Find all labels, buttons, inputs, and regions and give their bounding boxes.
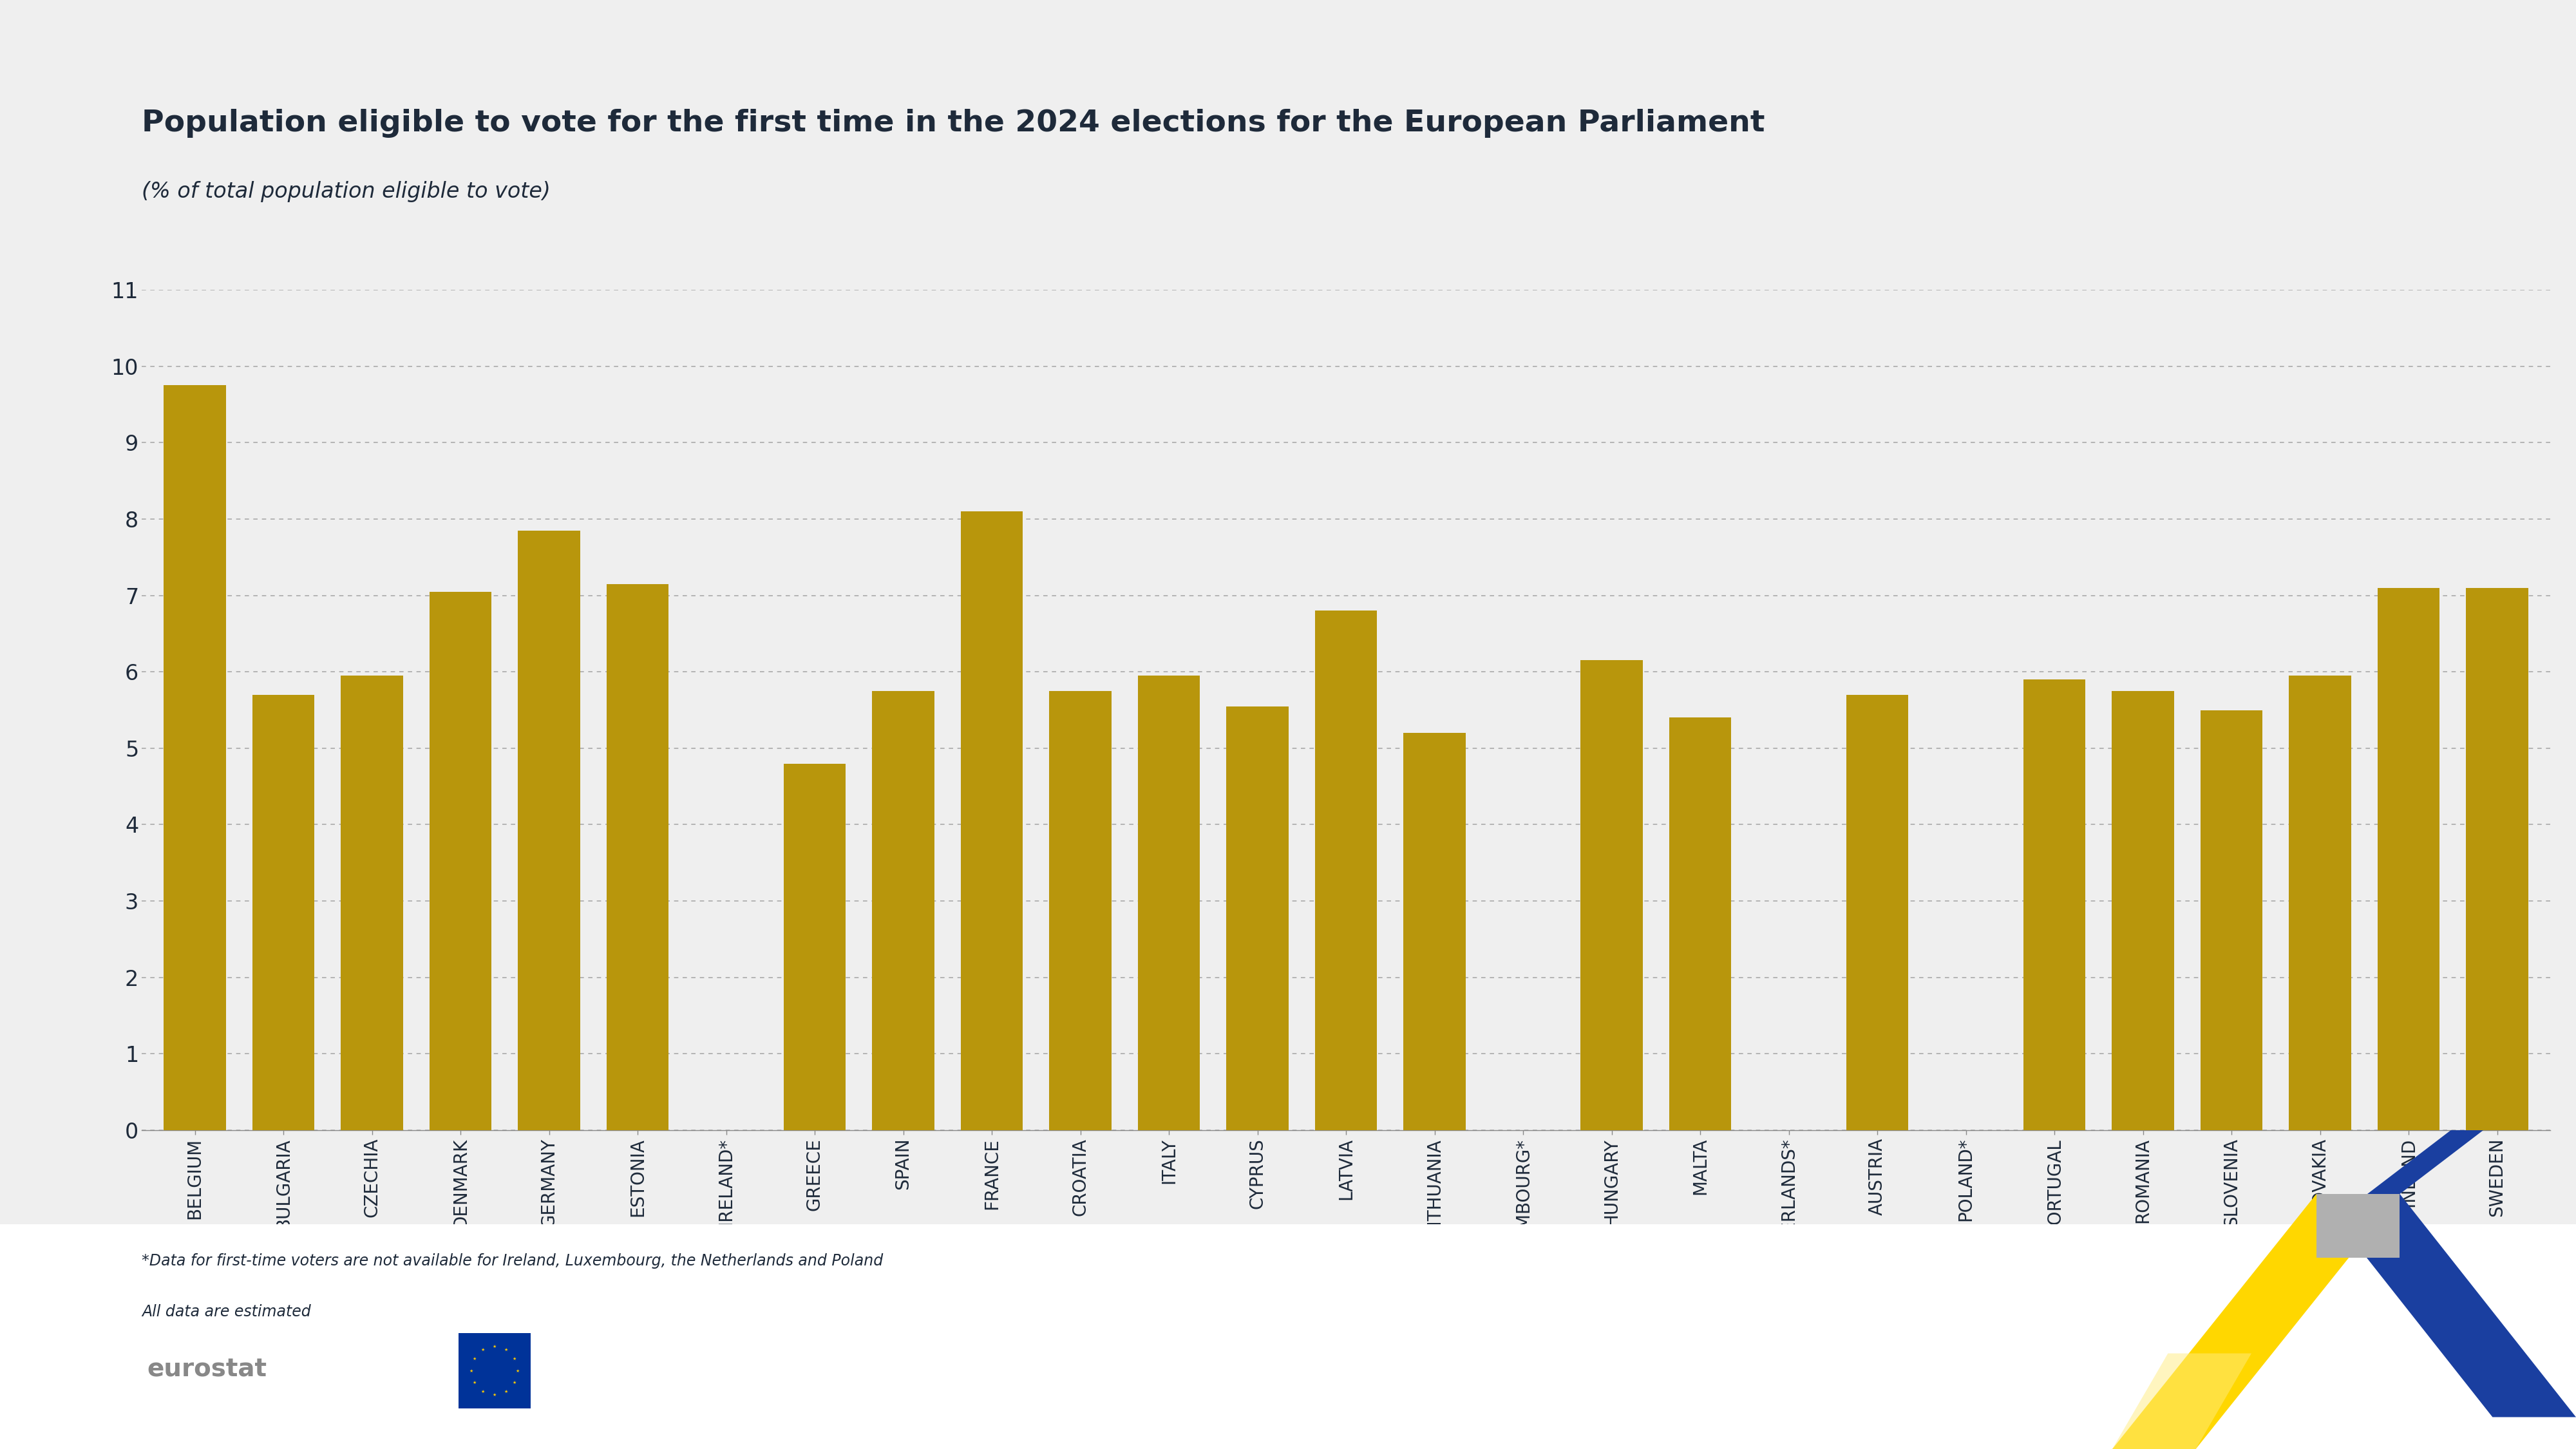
- Bar: [2465, 588, 2527, 1130]
- Bar: [1404, 733, 1466, 1130]
- Bar: [1139, 675, 1200, 1130]
- Text: ★: ★: [505, 1390, 507, 1394]
- Text: All data are estimated: All data are estimated: [142, 1304, 312, 1320]
- Text: eurostat: eurostat: [147, 1358, 268, 1381]
- Bar: [518, 530, 580, 1130]
- Polygon shape: [2316, 1194, 2401, 1258]
- Text: Population eligible to vote for the first time in the 2024 elections for the Eur: Population eligible to vote for the firs…: [142, 109, 1765, 138]
- Text: ★: ★: [492, 1345, 497, 1349]
- Bar: [1314, 610, 1378, 1130]
- Bar: [2022, 680, 2087, 1130]
- Bar: [2112, 691, 2174, 1130]
- Text: ★: ★: [469, 1369, 474, 1372]
- Bar: [2290, 675, 2352, 1130]
- Bar: [1582, 661, 1643, 1130]
- Bar: [1847, 694, 1909, 1130]
- Bar: [340, 675, 402, 1130]
- Text: ★: ★: [513, 1381, 518, 1385]
- Bar: [873, 691, 935, 1130]
- Bar: [165, 385, 227, 1130]
- Text: ★: ★: [471, 1356, 477, 1361]
- Text: ★: ★: [482, 1348, 484, 1352]
- Text: *Data for first-time voters are not available for Ireland, Luxembourg, the Nethe: *Data for first-time voters are not avai…: [142, 1253, 884, 1269]
- Bar: [1669, 717, 1731, 1130]
- Text: ★: ★: [515, 1369, 520, 1372]
- Polygon shape: [2112, 1194, 2401, 1449]
- Bar: [2378, 588, 2439, 1130]
- Text: ★: ★: [492, 1392, 497, 1397]
- Bar: [430, 591, 492, 1130]
- Polygon shape: [2367, 1130, 2483, 1194]
- Bar: [1226, 706, 1288, 1130]
- Bar: [961, 511, 1023, 1130]
- Bar: [252, 694, 314, 1130]
- Polygon shape: [2316, 1194, 2401, 1258]
- Text: ★: ★: [482, 1390, 484, 1394]
- Bar: [2200, 710, 2262, 1130]
- Polygon shape: [2316, 1194, 2576, 1417]
- Text: ★: ★: [513, 1356, 518, 1361]
- Text: (% of total population eligible to vote): (% of total population eligible to vote): [142, 181, 551, 203]
- Text: ★: ★: [471, 1381, 477, 1385]
- Polygon shape: [2112, 1353, 2251, 1449]
- Bar: [783, 764, 845, 1130]
- Text: ★: ★: [505, 1348, 507, 1352]
- Bar: [1048, 691, 1110, 1130]
- Bar: [605, 584, 670, 1130]
